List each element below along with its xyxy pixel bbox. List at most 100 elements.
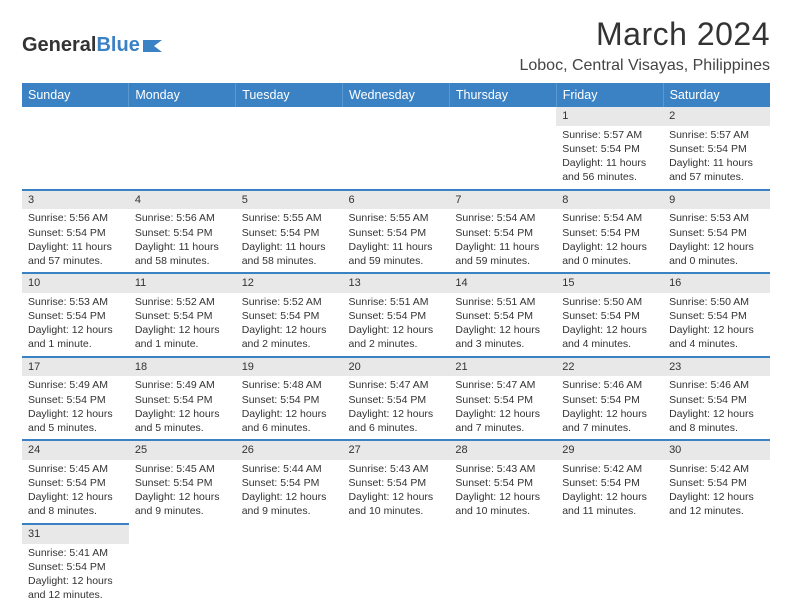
daylight-line: Daylight: 12 hours and 4 minutes. [669,323,764,351]
sunset-line: Sunset: 5:54 PM [242,226,337,240]
calendar-cell: 8Sunrise: 5:54 AMSunset: 5:54 PMDaylight… [556,190,663,274]
daylight-line: Daylight: 11 hours and 56 minutes. [562,156,657,184]
calendar-cell: 20Sunrise: 5:47 AMSunset: 5:54 PMDayligh… [343,357,450,441]
day-number: 23 [663,358,770,377]
sunrise-line: Sunrise: 5:47 AM [349,378,444,392]
calendar-week-row: 1Sunrise: 5:57 AMSunset: 5:54 PMDaylight… [22,107,770,190]
weekday-header-row: Sunday Monday Tuesday Wednesday Thursday… [22,83,770,107]
sunset-line: Sunset: 5:54 PM [455,309,550,323]
day-details: Sunrise: 5:56 AMSunset: 5:54 PMDaylight:… [22,209,129,272]
weekday-header: Saturday [663,83,770,107]
day-details: Sunrise: 5:57 AMSunset: 5:54 PMDaylight:… [663,126,770,189]
day-number: 29 [556,441,663,460]
daylight-line: Daylight: 12 hours and 7 minutes. [562,407,657,435]
daylight-line: Daylight: 12 hours and 10 minutes. [455,490,550,518]
sunset-line: Sunset: 5:54 PM [135,309,230,323]
day-number: 25 [129,441,236,460]
sunset-line: Sunset: 5:54 PM [349,476,444,490]
daylight-line: Daylight: 12 hours and 2 minutes. [349,323,444,351]
sunset-line: Sunset: 5:54 PM [242,476,337,490]
calendar-cell: 13 Sunrise: 5:51 AMSunset: 5:54 PMDayligh… [343,273,450,357]
sunset-line: Sunset: 5:54 PM [242,309,337,323]
sunset-line: Sunset: 5:54 PM [28,476,123,490]
sunset-line: Sunset: 5:54 PM [349,226,444,240]
sunrise-line: Sunrise: 5:51 AM [349,295,444,309]
day-number: 26 [236,441,343,460]
calendar-cell: 22Sunrise: 5:46 AMSunset: 5:54 PMDayligh… [556,357,663,441]
location-label: Loboc, Central Visayas, Philippines [519,57,770,75]
sunset-line: Sunset: 5:54 PM [562,226,657,240]
calendar-cell: 3Sunrise: 5:56 AMSunset: 5:54 PMDaylight… [22,190,129,274]
calendar-cell: 10Sunrise: 5:53 AMSunset: 5:54 PMDayligh… [22,273,129,357]
day-details: Sunrise: 5:43 AMSunset: 5:54 PMDaylight:… [449,460,556,523]
calendar-cell: 5Sunrise: 5:55 AMSunset: 5:54 PMDaylight… [236,190,343,274]
daylight-line: Daylight: 12 hours and 12 minutes. [28,574,123,602]
day-number: 13 [343,274,450,293]
calendar-cell [663,524,770,607]
day-details: Sunrise: 5:51 AMSunset: 5:54 PMDaylight:… [449,293,556,356]
calendar-cell [22,107,129,190]
calendar-cell: 23Sunrise: 5:46 AMSunset: 5:54 PMDayligh… [663,357,770,441]
sunset-line: Sunset: 5:54 PM [28,309,123,323]
sunrise-line: Sunrise: 5:45 AM [28,462,123,476]
brand-text-blue: Blue [96,34,139,57]
day-details: Sunrise: 5:50 AMSunset: 5:54 PMDaylight:… [663,293,770,356]
day-number: 6 [343,191,450,210]
sunrise-line: Sunrise: 5:49 AM [28,378,123,392]
calendar-week-row: 17Sunrise: 5:49 AMSunset: 5:54 PMDayligh… [22,357,770,441]
sunrise-line: Sunrise: 5:43 AM [455,462,550,476]
calendar-cell: 31Sunrise: 5:41 AMSunset: 5:54 PMDayligh… [22,524,129,607]
weekday-header: Tuesday [236,83,343,107]
brand-logo: GeneralBlue [22,34,164,57]
day-details: Sunrise: 5:56 AMSunset: 5:54 PMDaylight:… [129,209,236,272]
calendar-cell [343,524,450,607]
day-details: Sunrise: 5:54 AMSunset: 5:54 PMDaylight:… [449,209,556,272]
calendar-week-row: 3Sunrise: 5:56 AMSunset: 5:54 PMDaylight… [22,190,770,274]
day-number: 17 [22,358,129,377]
daylight-line: Daylight: 11 hours and 59 minutes. [455,240,550,268]
calendar-cell: 26Sunrise: 5:44 AMSunset: 5:54 PMDayligh… [236,440,343,524]
month-title: March 2024 [519,16,770,53]
calendar-cell: 25Sunrise: 5:45 AMSunset: 5:54 PMDayligh… [129,440,236,524]
calendar-week-row: 31Sunrise: 5:41 AMSunset: 5:54 PMDayligh… [22,524,770,607]
sunset-line: Sunset: 5:54 PM [242,393,337,407]
daylight-line: Daylight: 11 hours and 58 minutes. [242,240,337,268]
sunrise-line: Sunrise: 5:46 AM [669,378,764,392]
daylight-line: Daylight: 12 hours and 4 minutes. [562,323,657,351]
title-block: March 2024 Loboc, Central Visayas, Phili… [519,16,770,75]
sunset-line: Sunset: 5:54 PM [349,309,444,323]
daylight-line: Daylight: 12 hours and 5 minutes. [28,407,123,435]
day-details: Sunrise: 5:52 AMSunset: 5:54 PMDaylight:… [129,293,236,356]
day-number: 30 [663,441,770,460]
daylight-line: Daylight: 12 hours and 1 minute. [135,323,230,351]
weekday-header: Friday [556,83,663,107]
sunrise-line: Sunrise: 5:55 AM [349,211,444,225]
day-number: 5 [236,191,343,210]
day-details: Sunrise: 5:50 AMSunset: 5:54 PMDaylight:… [556,293,663,356]
day-details: Sunrise: 5:46 AMSunset: 5:54 PMDaylight:… [663,376,770,439]
calendar-cell: 11Sunrise: 5:52 AMSunset: 5:54 PMDayligh… [129,273,236,357]
day-number: 31 [22,525,129,544]
calendar-week-row: 24Sunrise: 5:45 AMSunset: 5:54 PMDayligh… [22,440,770,524]
daylight-line: Daylight: 12 hours and 10 minutes. [349,490,444,518]
calendar-cell: 16Sunrise: 5:50 AMSunset: 5:54 PMDayligh… [663,273,770,357]
sunset-line: Sunset: 5:54 PM [562,476,657,490]
calendar-cell: 7Sunrise: 5:54 AMSunset: 5:54 PMDaylight… [449,190,556,274]
sunrise-line: Sunrise: 5:52 AM [242,295,337,309]
day-number: 19 [236,358,343,377]
daylight-line: Daylight: 12 hours and 11 minutes. [562,490,657,518]
sunrise-line: Sunrise: 5:49 AM [135,378,230,392]
sunset-line: Sunset: 5:54 PM [669,142,764,156]
daylight-line: Daylight: 12 hours and 9 minutes. [135,490,230,518]
day-details: Sunrise: 5:42 AMSunset: 5:54 PMDaylight:… [663,460,770,523]
day-details: Sunrise: 5:47 AMSunset: 5:54 PMDaylight:… [343,376,450,439]
calendar-cell: 27Sunrise: 5:43 AMSunset: 5:54 PMDayligh… [343,440,450,524]
day-details: Sunrise: 5:42 AMSunset: 5:54 PMDaylight:… [556,460,663,523]
sunrise-line: Sunrise: 5:54 AM [455,211,550,225]
daylight-line: Daylight: 11 hours and 59 minutes. [349,240,444,268]
daylight-line: Daylight: 12 hours and 8 minutes. [28,490,123,518]
day-details: Sunrise: 5:55 AMSunset: 5:54 PMDaylight:… [343,209,450,272]
daylight-line: Daylight: 12 hours and 3 minutes. [455,323,550,351]
calendar-cell [556,524,663,607]
weekday-header: Thursday [449,83,556,107]
